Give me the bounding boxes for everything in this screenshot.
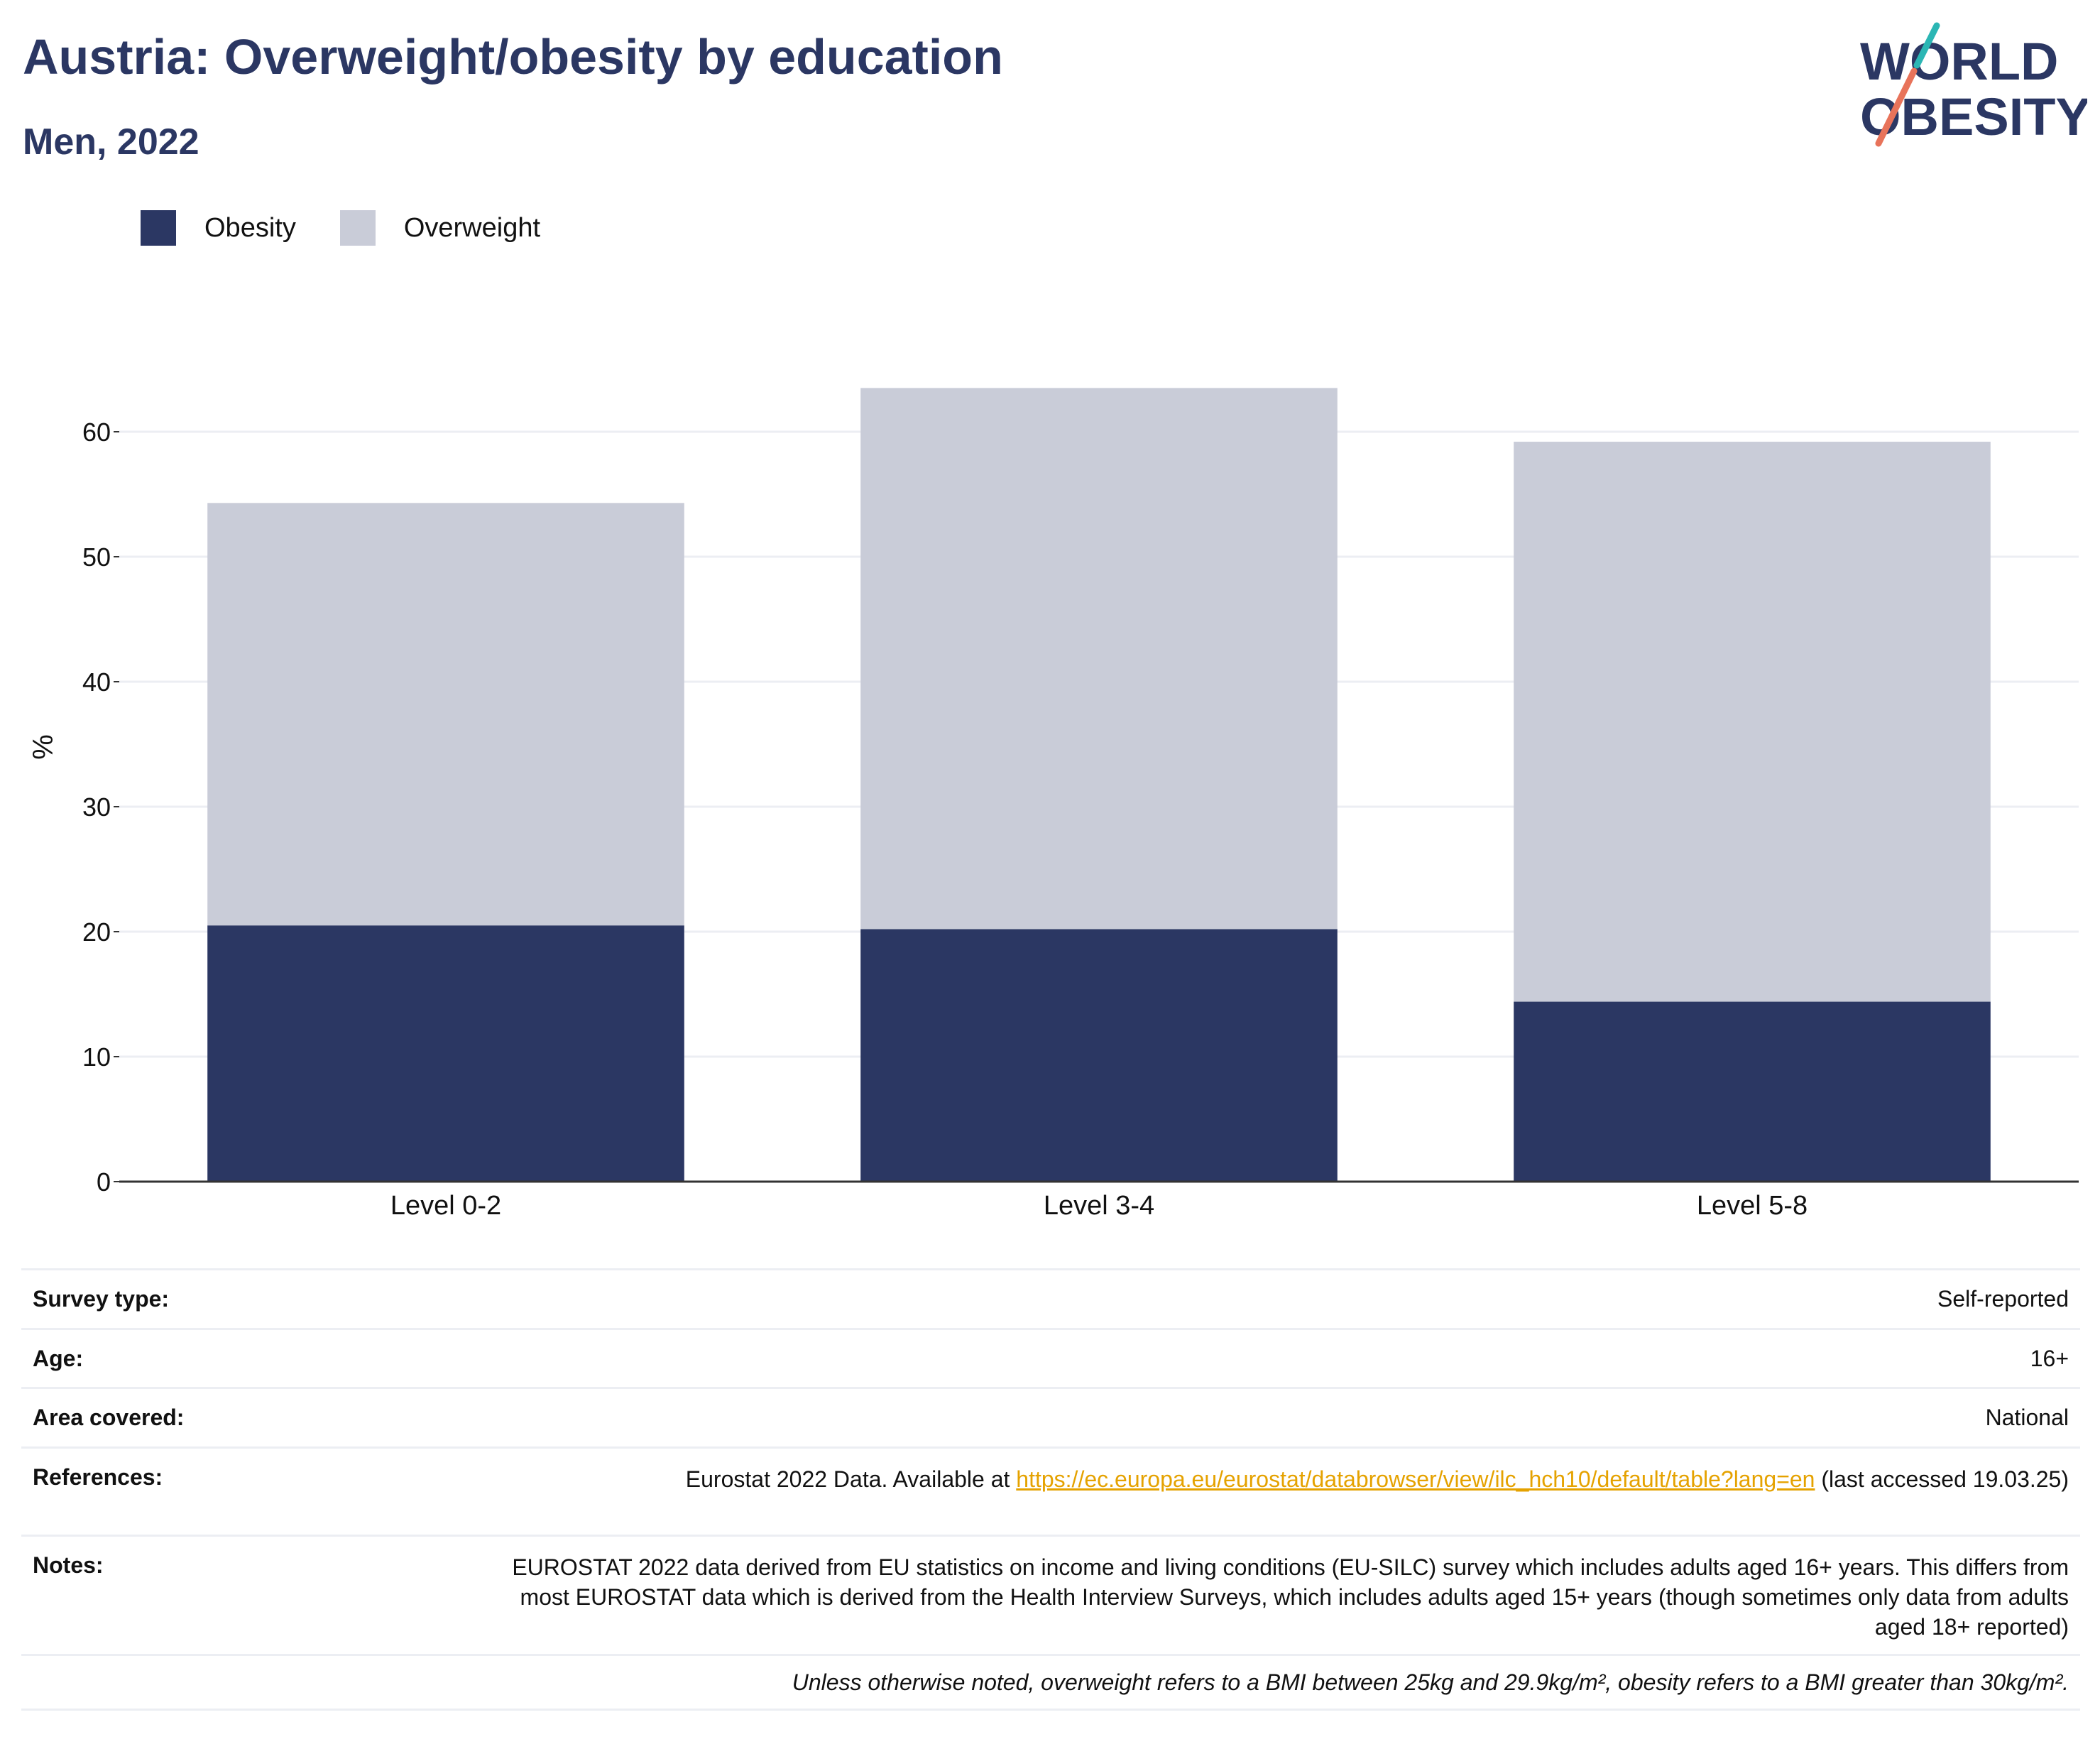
stacked-bar-chart: 0 10 20 30 40 50 60 Level 0-2 Level 3-4 Level 5-8… xyxy=(28,388,2079,1221)
chart-legend: Obesity Overweight xyxy=(141,210,584,246)
info-row-notes: Notes: EUROSTAT 2022 data derived from E… xyxy=(21,1535,2080,1654)
legend-item-obesity[interactable]: Obesity xyxy=(141,210,296,246)
x-tick-label-1: Level 0-2 xyxy=(390,1191,501,1221)
x-tick-label-2: Level 3-4 xyxy=(1044,1191,1154,1221)
y-tick-label-20: 20 xyxy=(82,917,111,947)
y-tick-label-10: 10 xyxy=(82,1042,111,1072)
bar-overweight-2 xyxy=(860,388,1338,930)
notes-label: Notes: xyxy=(33,1552,104,1578)
bars xyxy=(207,388,1991,1182)
x-tick-label-3: Level 5-8 xyxy=(1697,1191,1808,1221)
age-label: Age: xyxy=(33,1345,84,1371)
info-row-references: References: Eurostat 2022 Data. Availabl… xyxy=(21,1446,2080,1535)
y-tick-label-60: 60 xyxy=(82,418,111,447)
y-axis-label: % xyxy=(28,734,59,760)
references-prefix: Eurostat 2022 Data. Available at xyxy=(685,1466,1017,1492)
info-row-survey-type: Survey type: Self-reported xyxy=(21,1268,2080,1328)
bar-obesity-2 xyxy=(860,929,1338,1182)
y-tick-label-30: 30 xyxy=(82,792,111,822)
legend-swatch-obesity xyxy=(141,210,176,246)
world-obesity-logo: WORLD OBESITY xyxy=(1860,22,2087,147)
legend-label-overweight: Overweight xyxy=(403,212,541,243)
y-tick-label-0: 0 xyxy=(97,1167,111,1197)
bar-overweight-1 xyxy=(207,503,684,926)
logo-slash-coral xyxy=(1875,67,1918,147)
area-value: National xyxy=(1985,1405,2069,1431)
legend-label-obesity: Obesity xyxy=(204,212,296,243)
definition-note: Unless otherwise noted, overweight refer… xyxy=(792,1669,2069,1695)
logo-slash-teal xyxy=(1913,22,1940,69)
info-row-definition: Unless otherwise noted, overweight refer… xyxy=(21,1654,2080,1711)
page-subtitle: Men, 2022 xyxy=(23,121,199,163)
bar-overweight-3 xyxy=(1514,442,1991,1002)
legend-item-overweight[interactable]: Overweight xyxy=(339,210,541,246)
references-label: References: xyxy=(33,1464,163,1490)
age-value: 16+ xyxy=(2030,1345,2069,1371)
notes-value: EUROSTAT 2022 data derived from EU stati… xyxy=(512,1554,2069,1640)
bar-obesity-3 xyxy=(1514,1001,1991,1182)
page-title: Austria: Overweight/obesity by education xyxy=(23,29,1003,85)
references-value: Eurostat 2022 Data. Available at https:/… xyxy=(686,1464,2069,1494)
references-link[interactable]: https://ec.europa.eu/eurostat/databrowse… xyxy=(1016,1466,1815,1492)
survey-type-value: Self-reported xyxy=(1937,1286,2069,1312)
y-tick-label-50: 50 xyxy=(82,543,111,572)
area-label: Area covered: xyxy=(33,1405,185,1430)
axes: 0 10 20 30 40 50 60 Level 0-2 Level 3-4 Level 5-8… xyxy=(28,418,2079,1221)
logo-word-world: WORLD xyxy=(1860,32,2059,91)
info-row-age: Age: 16+ xyxy=(21,1328,2080,1387)
bar-obesity-1 xyxy=(207,925,684,1182)
info-table: Survey type: Self-reported Age: 16+ Area… xyxy=(21,1268,2080,1711)
info-row-area: Area covered: National xyxy=(21,1387,2080,1446)
legend-swatch-overweight xyxy=(339,210,376,246)
y-tick-label-40: 40 xyxy=(82,668,111,697)
references-suffix: (last accessed 19.03.25) xyxy=(1815,1466,2069,1492)
survey-type-label: Survey type: xyxy=(33,1286,170,1312)
